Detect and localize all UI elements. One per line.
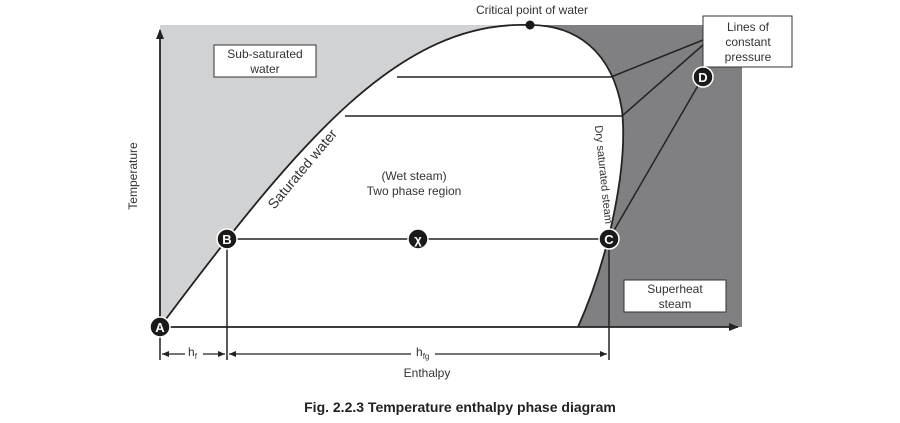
svg-text:B: B: [222, 232, 231, 247]
leader-line-3: [608, 76, 704, 240]
constant-pressure-box: [702, 15, 793, 68]
point-d: D: [692, 66, 714, 88]
superheat-label-line1: Superheat: [647, 282, 703, 296]
sub-saturated-box: [213, 44, 317, 78]
constant-pressure-label-line1: Lines of: [727, 20, 770, 34]
svg-text:D: D: [698, 70, 707, 85]
superheat-box: [623, 279, 727, 313]
superheat-label-line2: steam: [659, 297, 692, 311]
critical-point-label: Critical point of water: [476, 3, 588, 17]
point-c: C: [598, 228, 620, 250]
two-phase-dome: [160, 24, 624, 327]
enthalpy-axis-label: Enthalpy: [404, 366, 451, 380]
sub-saturated-label-line1: Sub-saturated: [227, 47, 302, 61]
hfg-label: hfg: [416, 345, 429, 361]
figure-caption: Fig. 2.2.3 Temperature enthalpy phase di…: [304, 399, 616, 415]
svg-text:χ: χ: [414, 232, 422, 247]
svg-text:A: A: [155, 320, 165, 335]
point-a: A: [149, 316, 171, 338]
saturation-curve: [159, 24, 625, 328]
sub-saturated-region: [160, 24, 530, 327]
temperature-axis-label: Temperature: [126, 142, 140, 210]
two-phase-label: Two phase region: [367, 184, 462, 198]
leader-line-2: [621, 44, 704, 117]
wet-steam-label: (Wet steam): [381, 169, 446, 183]
constant-pressure-label-line3: pressure: [725, 50, 772, 64]
svg-text:C: C: [604, 232, 614, 247]
hf-label: hf: [188, 345, 198, 361]
point-b: B: [216, 228, 238, 250]
constant-pressure-label-line2: constant: [725, 35, 771, 49]
sub-saturated-label-line2: water: [249, 62, 279, 76]
leader-line-1: [610, 39, 704, 78]
point-x: χ: [407, 228, 429, 250]
critical-point-marker: [525, 20, 535, 30]
